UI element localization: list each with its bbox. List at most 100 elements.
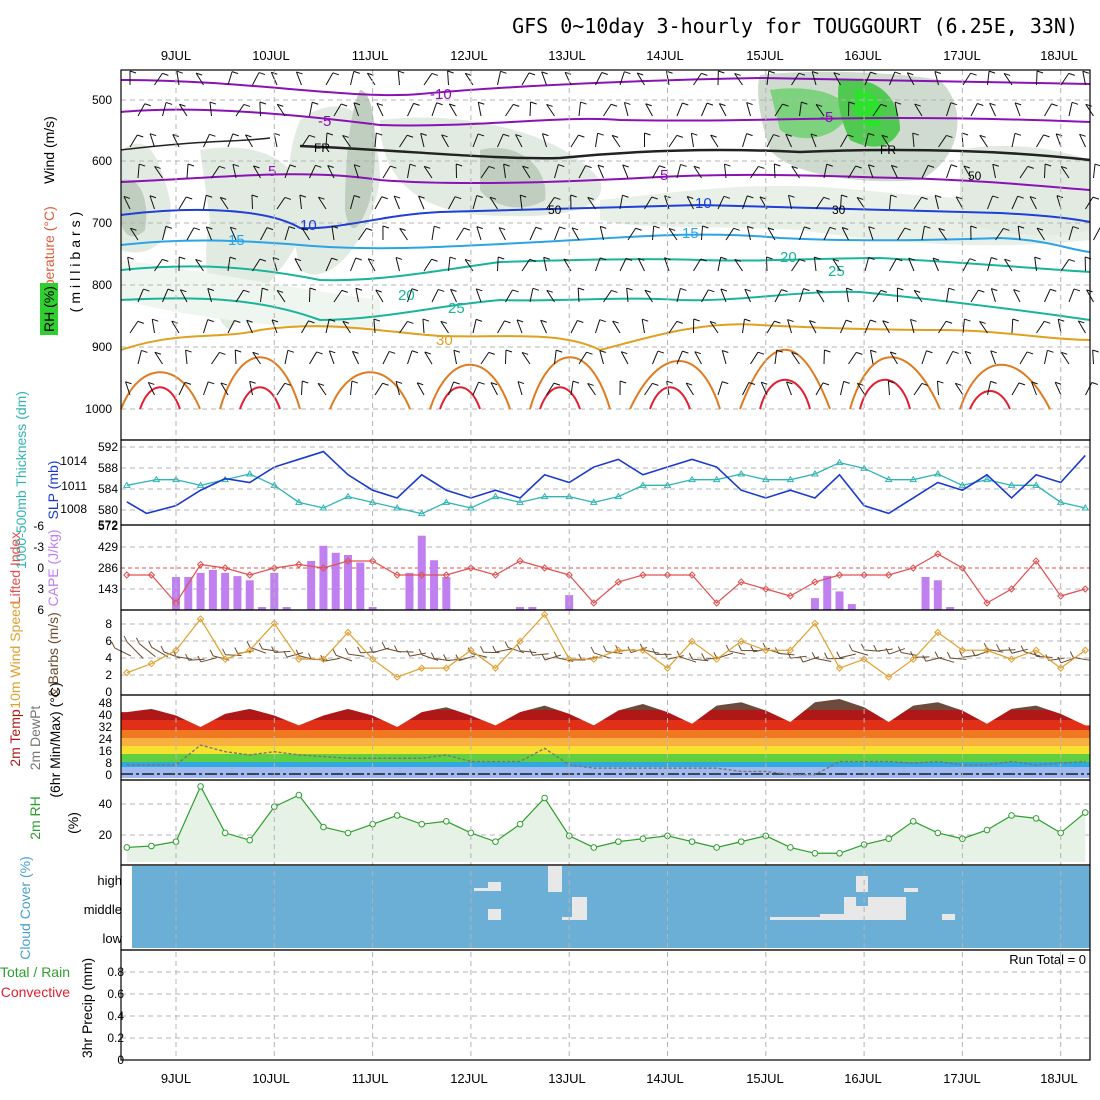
rh-contour-label: 50 xyxy=(968,169,982,183)
upper-wind-barb xyxy=(897,227,906,241)
rh2m-marker xyxy=(221,829,229,837)
upper-wind-barb xyxy=(480,352,490,365)
upper-wind-barb xyxy=(246,320,253,334)
upper-wind-barb xyxy=(912,133,915,148)
upper-wind-barb xyxy=(129,227,139,241)
upper-wind-barb xyxy=(253,165,260,169)
upper-wind-barb xyxy=(571,227,580,241)
rh2m-tick: 40 xyxy=(99,797,113,811)
upper-wind-barb xyxy=(668,135,678,148)
upper-wind-barb xyxy=(141,349,148,353)
upper-wind-barb xyxy=(406,134,414,138)
upper-wind-barb xyxy=(447,70,449,86)
upper-wind-barb xyxy=(962,258,971,272)
upper-wind-barb xyxy=(1027,165,1034,169)
upper-wind-barb xyxy=(448,257,451,272)
upper-wind-barb xyxy=(1029,196,1037,200)
wind10-barb xyxy=(778,652,795,656)
wind10-series-line xyxy=(126,613,1086,678)
wind10-marker xyxy=(762,646,770,654)
wind10-barb xyxy=(738,644,742,651)
upper-wind-barb xyxy=(870,71,877,75)
wind10-barb xyxy=(532,653,549,656)
upper-wind-barb xyxy=(946,288,950,303)
upper-wind-barb xyxy=(746,133,753,137)
upper-wind-barb xyxy=(296,71,303,75)
wind10-barb xyxy=(873,644,878,652)
upper-wind-barb xyxy=(587,197,596,210)
upper-wind-barb xyxy=(411,288,419,292)
upper-wind-barb xyxy=(149,195,157,199)
upper-wind-barb xyxy=(1003,72,1011,76)
upper-wind-barb xyxy=(476,226,484,230)
upper-wind-barb xyxy=(165,101,173,105)
upper-wind-barb xyxy=(488,351,495,355)
upper-wind-barb xyxy=(270,72,278,86)
upper-wind-barb xyxy=(833,72,841,86)
upper-wind-barb xyxy=(503,164,506,179)
upper-wind-barb xyxy=(761,381,768,385)
upper-wind-barb xyxy=(580,101,587,105)
cape-bar xyxy=(933,580,942,610)
upper-wind-barb xyxy=(1031,381,1037,396)
upper-wind-barb xyxy=(246,319,253,323)
upper-wind-barb xyxy=(440,321,449,334)
upper-wind-barb xyxy=(846,287,853,291)
upper-wind-barb xyxy=(219,351,226,355)
wind10-barb xyxy=(602,645,607,652)
upper-wind-barb xyxy=(840,381,845,396)
wind10-barb xyxy=(692,658,709,662)
upper-wind-barb xyxy=(375,289,384,303)
upper-wind-barb xyxy=(331,226,335,241)
upper-wind-barb xyxy=(512,289,519,293)
upper-wind-barb xyxy=(962,319,965,334)
rh-area xyxy=(480,148,546,208)
cloud-label: Cloud Cover (%) xyxy=(17,856,33,959)
upper-wind-barb xyxy=(463,227,471,231)
upper-wind-barb xyxy=(840,319,847,334)
upper-wind-barb xyxy=(791,259,800,272)
upper-wind-barb xyxy=(409,163,417,167)
upper-wind-barb xyxy=(668,228,678,241)
upper-wind-barb xyxy=(211,166,220,179)
upper-wind-barb xyxy=(868,226,874,241)
rh2m-marker xyxy=(344,829,352,837)
upper-wind-barb xyxy=(447,70,454,74)
upper-wind-barb xyxy=(381,196,388,200)
upper-wind-barb xyxy=(734,72,741,76)
wind10-barb xyxy=(234,647,239,654)
upper-wind-barb xyxy=(664,195,670,210)
upper-wind-barb xyxy=(171,320,180,334)
upper-wind-barb xyxy=(1092,349,1099,353)
wind10-marker xyxy=(1081,646,1089,654)
upper-wind-barb xyxy=(1085,382,1093,396)
upper-wind-barb xyxy=(587,383,596,396)
upper-wind-barb xyxy=(766,320,775,334)
upper-wind-barb xyxy=(760,382,768,396)
wind10-barb xyxy=(541,653,546,661)
upper-wind-barb xyxy=(1079,133,1086,137)
wind10-marker xyxy=(1007,655,1016,663)
wind10-barbs-label: & Barbs (m/s) xyxy=(45,612,61,698)
contour-15 xyxy=(120,233,1091,253)
upper-wind-barb xyxy=(211,352,220,365)
wind10-barb xyxy=(369,646,374,653)
upper-wind-barb xyxy=(422,318,430,322)
slp-series-line xyxy=(126,450,1086,515)
upper-wind-barb xyxy=(162,258,169,262)
upper-wind-barb xyxy=(990,288,996,303)
upper-wind-barb xyxy=(1013,289,1020,293)
upper-wind-barb xyxy=(328,350,335,365)
upper-wind-barb xyxy=(316,351,323,355)
upper-wind-barb xyxy=(1004,258,1011,262)
wind10-barb xyxy=(553,651,558,658)
upper-wind-barb xyxy=(448,103,457,117)
upper-wind-barb xyxy=(260,227,268,241)
upper-wind-barb xyxy=(441,134,449,148)
upper-wind-barb xyxy=(1057,319,1062,334)
slp-tick: 1011 xyxy=(61,479,87,493)
upper-wind-barb xyxy=(232,164,237,179)
upper-wind-barb xyxy=(424,351,433,365)
wind10-barb xyxy=(381,641,386,649)
upper-wind-barb xyxy=(926,350,933,354)
